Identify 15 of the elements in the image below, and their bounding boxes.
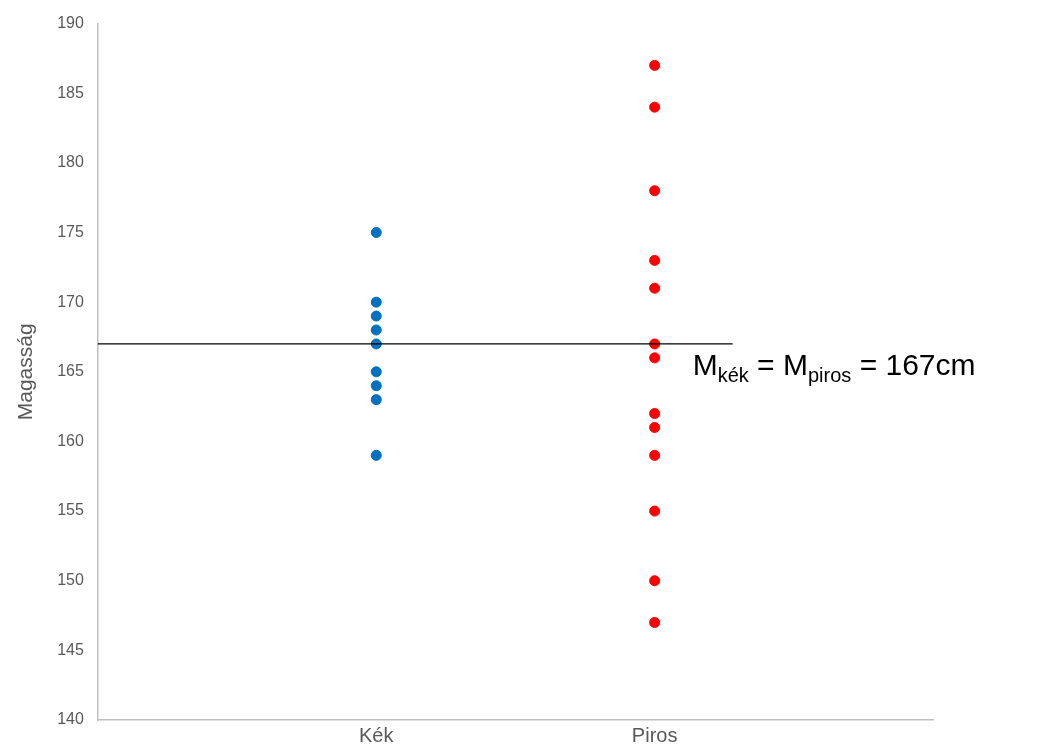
y-tick-label: 145	[57, 640, 84, 658]
y-tick-label: 140	[57, 710, 84, 728]
x-tick-label: Kék	[359, 723, 395, 746]
ref-line-label: M$_{kék}$ = M$_{piros}$ = 167cm	[692, 347, 976, 387]
y-tick-label: 170	[57, 292, 84, 310]
y-tick-label: 160	[57, 431, 84, 449]
y-tick-label: 180	[57, 153, 84, 171]
y-tick-label: 185	[57, 83, 84, 101]
y-tick-label: 175	[57, 222, 84, 240]
x-tick-label: Piros	[631, 723, 678, 746]
y-tick-label: 150	[57, 571, 84, 589]
y-axis-title: Magasság	[13, 323, 37, 421]
y-tick-label: 155	[57, 501, 84, 519]
y-tick-label: 190	[57, 14, 84, 32]
y-tick-label: 165	[57, 362, 84, 380]
